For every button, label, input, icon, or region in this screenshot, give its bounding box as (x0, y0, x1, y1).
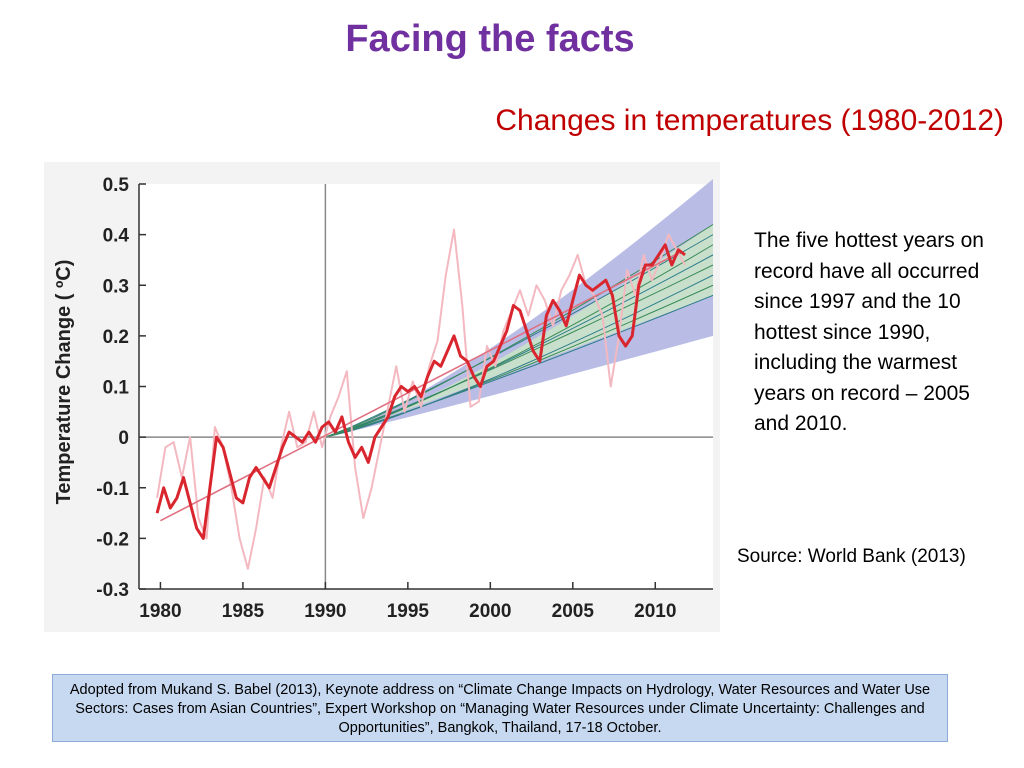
y-tick-label: 0.3 (103, 276, 129, 297)
reference-lines (139, 184, 713, 589)
x-tick-label: 1980 (139, 601, 181, 622)
slide-subtitle: Changes in temperatures (1980-2012) (495, 104, 1004, 137)
y-tick-label: 0 (118, 428, 129, 449)
projection-line (325, 274, 714, 438)
citation-box: Adopted from Mukand S. Babel (2013), Key… (52, 674, 948, 742)
x-tick-label: 1985 (222, 601, 265, 622)
y-tick-label: 0.1 (103, 378, 130, 399)
y-tick-label: 0.4 (103, 226, 130, 247)
series-smoothed (155, 243, 686, 540)
source-note: Source: World Bank (2013) (737, 546, 966, 567)
y-tick-label: -0.1 (96, 479, 129, 500)
y-tick-label: -0.3 (96, 580, 129, 601)
temperature-chart: -0.3 -0.2 -0.1 0 0.1 0.2 0.3 0.4 0.5 1980 1985 1990… (44, 162, 720, 632)
y-tick-label: 0.5 (103, 175, 130, 196)
series-raw (156, 228, 686, 570)
x-tick-label: 2000 (469, 601, 511, 622)
y-axis-label: Temperature Change ( ºC) (53, 260, 75, 505)
slide-title: Facing the facts (345, 18, 635, 60)
y-tick-label: 0.2 (103, 327, 129, 348)
series-layer (155, 228, 686, 570)
chart-svg: -0.3 -0.2 -0.1 0 0.1 0.2 0.3 0.4 0.5 1980 1985 1990… (44, 162, 720, 632)
axes: -0.3 -0.2 -0.1 0 0.1 0.2 0.3 0.4 0.5 1980 1985 1990… (96, 175, 713, 622)
x-tick-label: 2005 (552, 601, 595, 622)
y-tick-label: -0.2 (96, 529, 129, 550)
x-tick-label: 1990 (304, 601, 346, 622)
series-trend (160, 251, 681, 522)
x-tick-label: 2010 (634, 601, 676, 622)
fact-paragraph: The five hottest years on record have al… (754, 229, 984, 435)
x-tick-label: 1995 (387, 601, 430, 622)
